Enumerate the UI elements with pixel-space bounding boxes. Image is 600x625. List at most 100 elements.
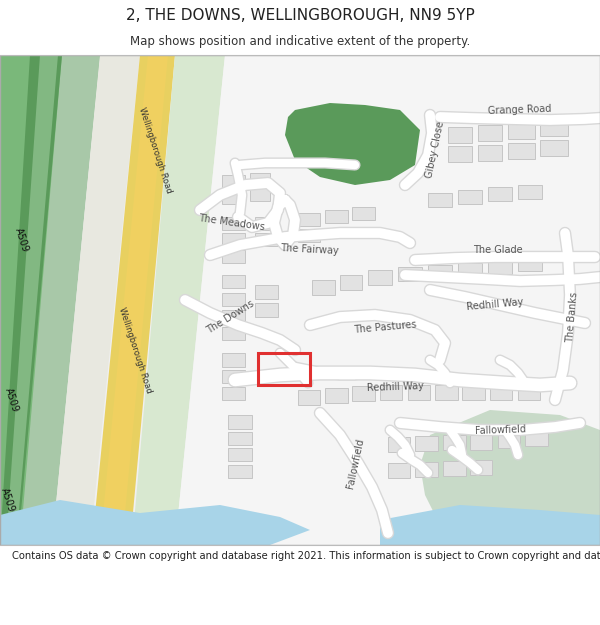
Text: The Meadows: The Meadows: [198, 213, 266, 232]
Polygon shape: [0, 55, 62, 545]
Text: Redhill Way: Redhill Way: [466, 298, 524, 312]
Polygon shape: [132, 55, 225, 545]
Polygon shape: [285, 103, 420, 185]
Polygon shape: [352, 207, 375, 220]
Polygon shape: [415, 436, 438, 451]
Polygon shape: [443, 461, 466, 476]
Polygon shape: [448, 146, 472, 162]
Polygon shape: [498, 433, 520, 448]
Polygon shape: [443, 435, 466, 450]
Polygon shape: [380, 505, 600, 545]
Polygon shape: [508, 143, 535, 159]
Polygon shape: [228, 432, 252, 445]
Polygon shape: [20, 55, 100, 545]
Polygon shape: [255, 303, 278, 317]
Text: A509: A509: [13, 226, 31, 254]
Polygon shape: [398, 267, 422, 281]
Polygon shape: [222, 275, 245, 288]
Polygon shape: [478, 145, 502, 161]
Polygon shape: [488, 260, 512, 274]
Polygon shape: [250, 173, 270, 186]
Polygon shape: [388, 463, 410, 478]
Polygon shape: [488, 187, 512, 201]
Text: A509: A509: [4, 386, 20, 414]
Text: Wellingborough Road: Wellingborough Road: [137, 106, 173, 194]
Text: The Banks: The Banks: [565, 291, 579, 343]
Polygon shape: [388, 437, 410, 452]
Polygon shape: [470, 435, 492, 450]
Polygon shape: [540, 120, 568, 136]
Polygon shape: [448, 127, 472, 143]
Polygon shape: [428, 265, 452, 279]
Polygon shape: [0, 55, 600, 545]
Polygon shape: [518, 385, 540, 400]
Polygon shape: [222, 175, 245, 188]
Polygon shape: [508, 123, 535, 139]
Polygon shape: [380, 385, 402, 400]
Text: Map shows position and indicative extent of the property.: Map shows position and indicative extent…: [130, 35, 470, 48]
Bar: [258, 353, 310, 385]
Polygon shape: [222, 191, 245, 204]
Polygon shape: [408, 385, 430, 400]
Polygon shape: [52, 55, 140, 545]
Text: Wellingborough Road: Wellingborough Road: [117, 306, 153, 394]
Polygon shape: [462, 385, 485, 400]
Text: Redhill Way: Redhill Way: [367, 381, 424, 393]
Polygon shape: [458, 190, 482, 204]
Text: A509: A509: [0, 486, 17, 514]
Polygon shape: [92, 55, 175, 545]
Polygon shape: [100, 55, 168, 545]
Polygon shape: [222, 233, 245, 246]
Polygon shape: [255, 285, 278, 299]
Polygon shape: [368, 270, 392, 285]
Text: The Glade: The Glade: [473, 245, 523, 255]
Text: Fallowfield: Fallowfield: [474, 424, 526, 436]
Polygon shape: [6, 55, 58, 545]
Polygon shape: [222, 217, 245, 230]
Polygon shape: [228, 448, 252, 461]
Polygon shape: [490, 385, 512, 400]
Polygon shape: [325, 210, 348, 223]
Polygon shape: [435, 385, 458, 400]
Polygon shape: [325, 388, 348, 403]
Polygon shape: [458, 263, 482, 277]
Text: The Pastures: The Pastures: [353, 319, 417, 335]
Polygon shape: [222, 327, 245, 340]
Polygon shape: [340, 275, 362, 290]
Polygon shape: [470, 460, 492, 475]
Polygon shape: [312, 280, 335, 295]
Text: 2, THE DOWNS, WELLINGBOROUGH, NN9 5YP: 2, THE DOWNS, WELLINGBOROUGH, NN9 5YP: [125, 8, 475, 23]
Polygon shape: [250, 188, 270, 201]
Polygon shape: [175, 55, 600, 545]
Polygon shape: [298, 213, 320, 226]
Polygon shape: [222, 310, 245, 323]
Polygon shape: [222, 250, 245, 263]
Polygon shape: [255, 217, 278, 230]
Polygon shape: [518, 185, 542, 199]
Text: Fallowfield: Fallowfield: [345, 437, 365, 489]
Polygon shape: [352, 386, 375, 401]
Polygon shape: [478, 125, 502, 141]
Polygon shape: [0, 55, 100, 545]
Polygon shape: [540, 140, 568, 156]
Polygon shape: [228, 415, 252, 429]
Polygon shape: [0, 500, 310, 545]
Text: Gibey Close: Gibey Close: [424, 121, 446, 179]
Polygon shape: [222, 293, 245, 306]
Polygon shape: [222, 387, 245, 400]
Polygon shape: [298, 390, 320, 405]
Text: The Fairway: The Fairway: [281, 244, 340, 256]
Polygon shape: [415, 462, 438, 477]
Polygon shape: [222, 353, 245, 367]
Polygon shape: [222, 370, 245, 383]
Polygon shape: [518, 257, 542, 271]
Polygon shape: [255, 233, 278, 246]
Polygon shape: [420, 410, 600, 545]
Polygon shape: [228, 465, 252, 478]
Polygon shape: [298, 229, 320, 242]
Polygon shape: [428, 193, 452, 207]
Text: Grange Road: Grange Road: [488, 104, 552, 116]
Text: The Downs: The Downs: [205, 298, 256, 336]
Polygon shape: [525, 431, 548, 446]
Text: Contains OS data © Crown copyright and database right 2021. This information is : Contains OS data © Crown copyright and d…: [12, 551, 600, 561]
